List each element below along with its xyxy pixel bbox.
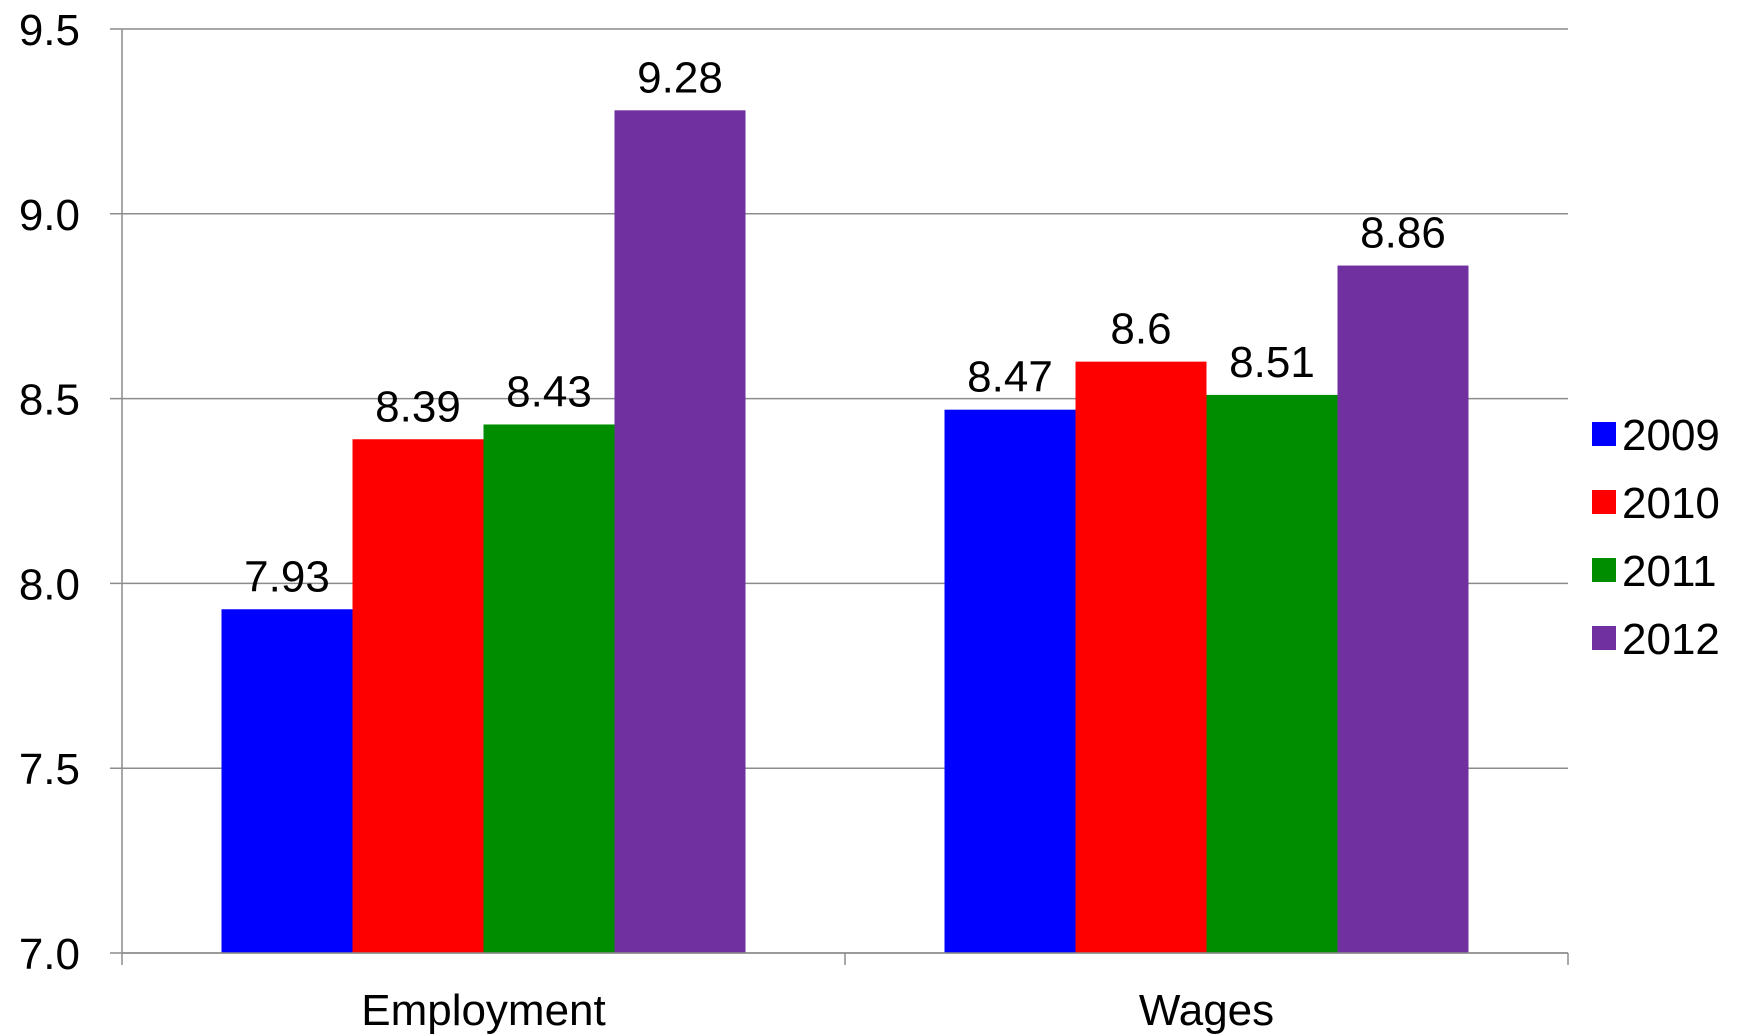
legend: 2009 2010 2011 2012 xyxy=(1592,411,1720,664)
legend-swatch-2011 xyxy=(1592,558,1616,582)
bar-2012-wages xyxy=(1337,265,1469,953)
bar-2011-employment xyxy=(483,424,615,953)
data-label: 8.47 xyxy=(967,353,1053,402)
bar-2010-wages xyxy=(1075,361,1207,953)
bar-2012-employment xyxy=(614,110,746,953)
y-tick-label: 7.0 xyxy=(19,930,80,979)
data-label: 7.93 xyxy=(244,552,330,601)
x-category-label: Wages xyxy=(1139,986,1274,1035)
legend-label: 2010 xyxy=(1622,479,1720,528)
data-label: 8.86 xyxy=(1360,209,1446,258)
legend-swatch-2010 xyxy=(1592,490,1616,514)
data-label: 8.6 xyxy=(1110,305,1171,354)
bars xyxy=(221,110,1469,954)
y-tick-label: 7.5 xyxy=(19,745,80,794)
legend-swatch-2009 xyxy=(1592,422,1616,446)
axes: 7.0 7.5 8.0 8.5 9.0 9.5 Employment Wages xyxy=(19,6,1569,1035)
y-tick-label: 8.0 xyxy=(19,560,80,609)
data-label: 9.28 xyxy=(637,53,723,102)
data-label: 8.51 xyxy=(1229,338,1315,387)
legend-label: 2012 xyxy=(1622,615,1720,664)
x-category-label: Employment xyxy=(361,986,606,1035)
y-tick-label: 9.0 xyxy=(19,191,80,240)
data-label: 8.39 xyxy=(375,382,461,431)
data-label: 8.43 xyxy=(506,367,592,416)
bar-2010-employment xyxy=(352,439,484,954)
data-labels: 7.93 8.47 8.39 8.6 8.43 8.51 9.28 8.86 xyxy=(244,53,1446,601)
legend-label: 2009 xyxy=(1622,411,1720,460)
bar-2009-employment xyxy=(221,609,353,953)
legend-swatch-2012 xyxy=(1592,626,1616,650)
y-tick-label: 9.5 xyxy=(19,6,80,55)
y-tick-label: 8.5 xyxy=(19,376,80,425)
bar-2011-wages xyxy=(1206,394,1338,953)
legend-label: 2011 xyxy=(1622,547,1717,596)
bar-2009-wages xyxy=(944,409,1076,953)
